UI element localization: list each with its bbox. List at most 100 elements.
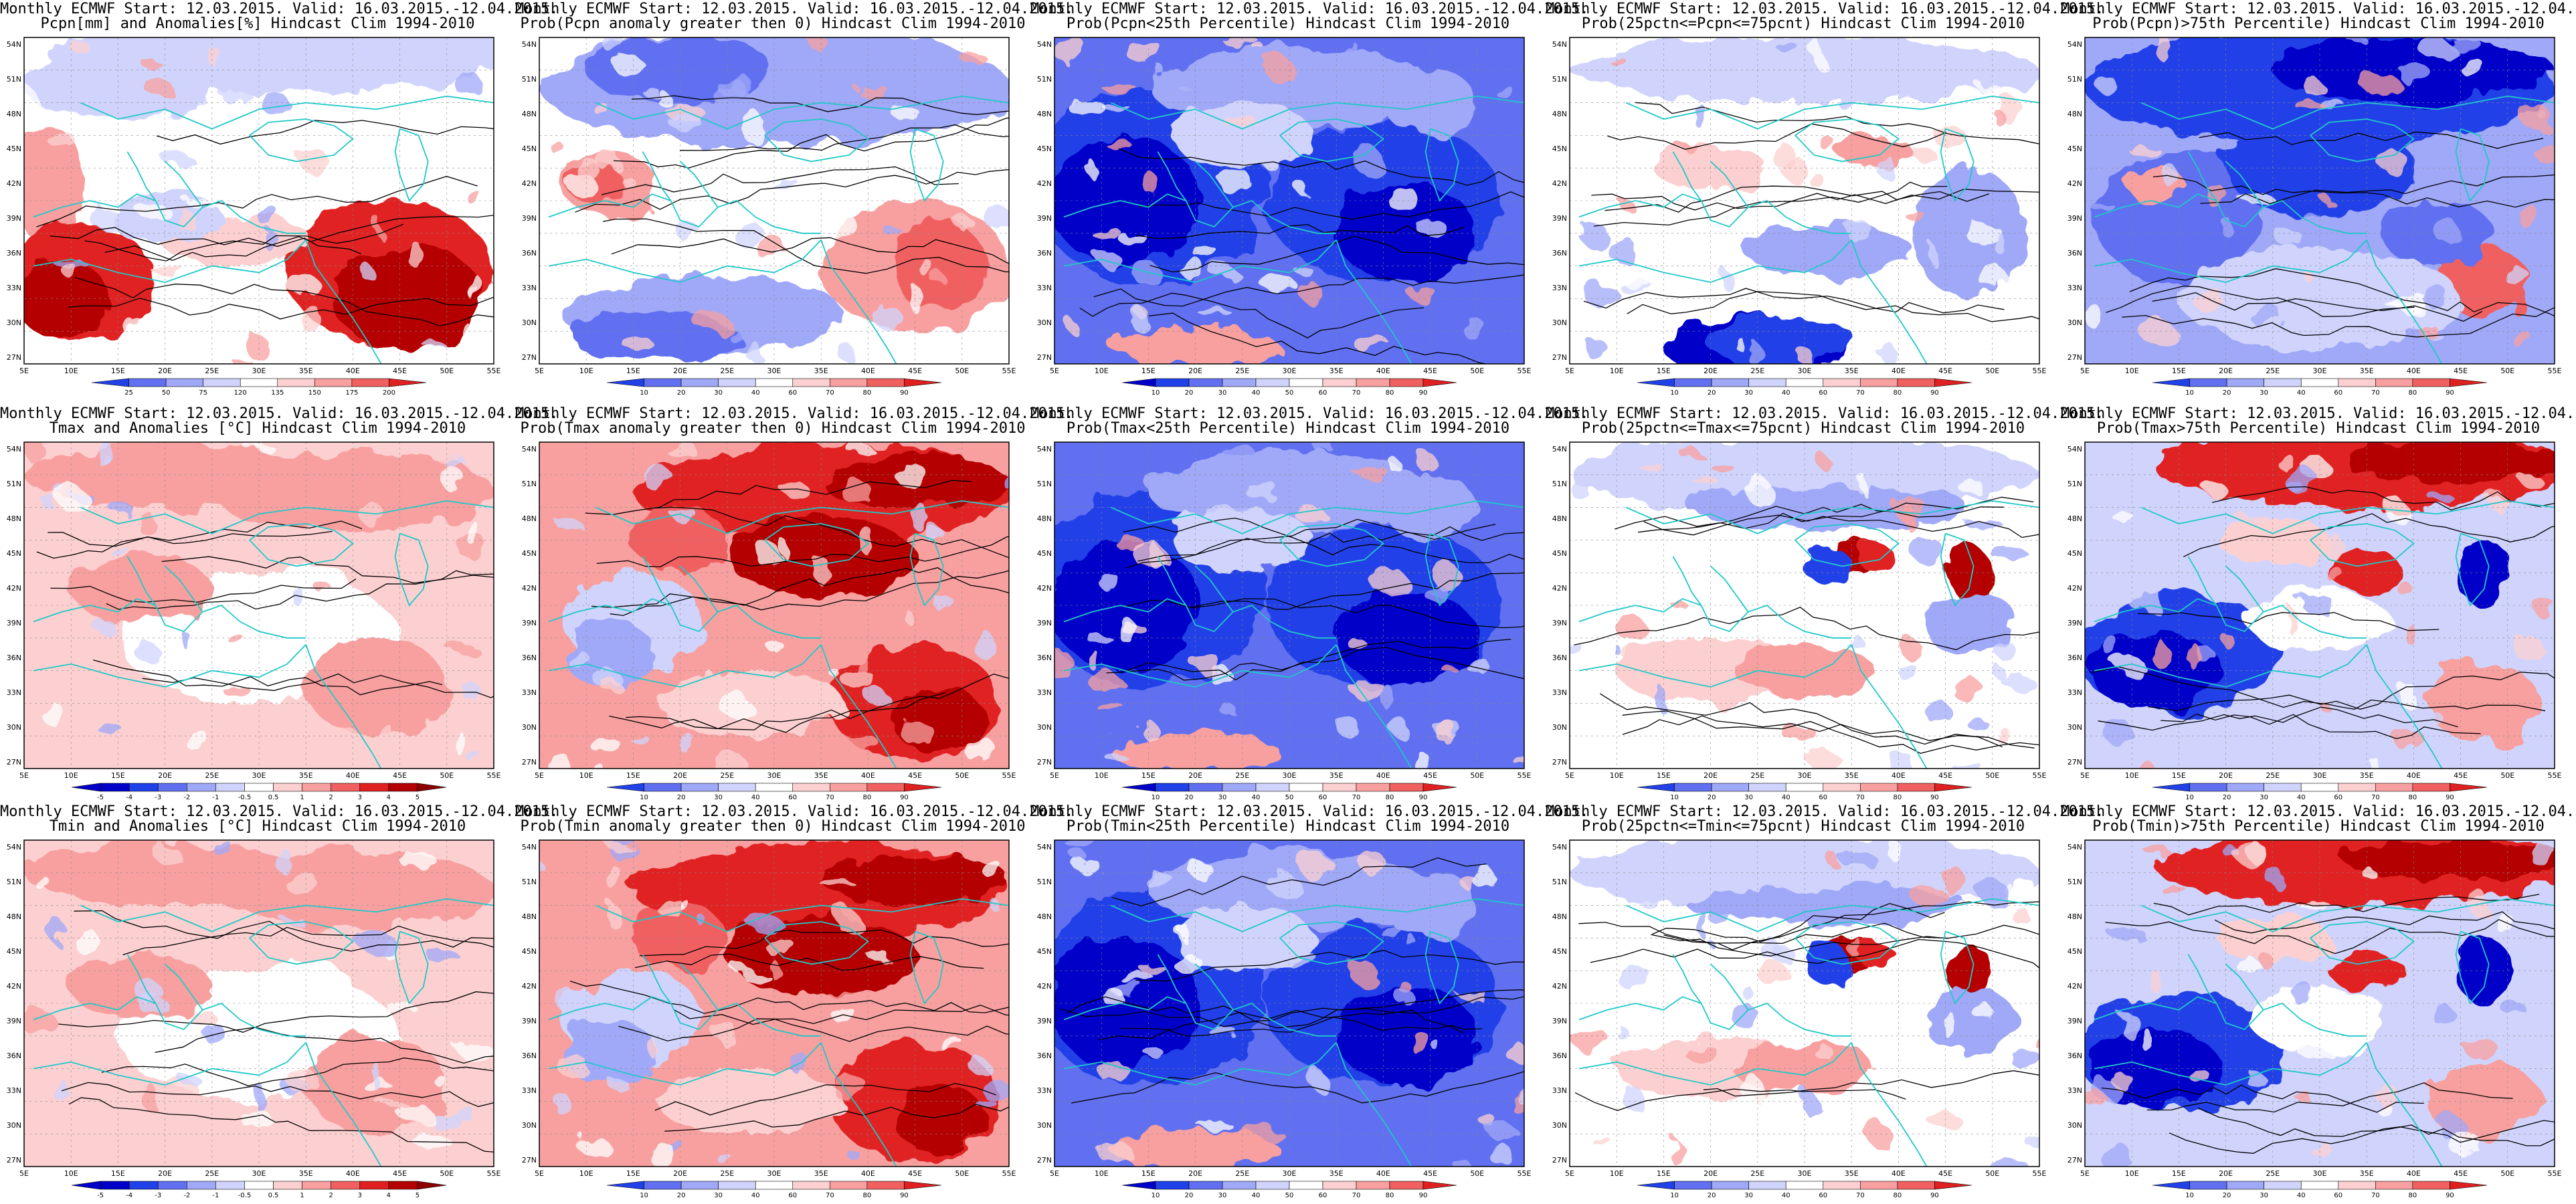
anomaly-speckle	[861, 529, 877, 557]
colorbar-tick-label: 30	[714, 389, 723, 397]
longitude-label: 20E	[1188, 367, 1202, 375]
contour-line	[1652, 903, 1945, 942]
latitude-label: 48N	[2067, 912, 2082, 921]
contour-line	[2212, 486, 2555, 511]
anomaly-speckle	[2368, 755, 2379, 769]
contour-line	[104, 215, 494, 261]
longitude-label: 10E	[2125, 1169, 2139, 1178]
anomaly-field	[259, 961, 353, 1013]
contour-line	[58, 991, 494, 1033]
longitude-label: 5E	[535, 771, 544, 780]
longitude-label: 45E	[908, 367, 922, 375]
anomaly-speckle	[2490, 492, 2506, 511]
anomaly-speckle	[1096, 252, 1121, 266]
colorbar-swatch	[1823, 783, 1861, 792]
longitude-label: 35E	[1845, 367, 1859, 375]
anomaly-speckle	[240, 1109, 272, 1129]
contour-line	[2091, 666, 2546, 712]
anomaly-speckle	[329, 452, 358, 472]
latitude-label: 39N	[1037, 214, 1052, 223]
colorbar-tick-label: 70	[826, 794, 834, 801]
colorbar-swatch	[1748, 378, 1786, 387]
anomaly-speckle	[1099, 575, 1123, 591]
anomaly-speckle	[24, 88, 39, 114]
anomaly-speckle	[2094, 74, 2115, 91]
colorbar-tick-label: 20	[1708, 794, 1716, 801]
anomaly-speckle	[442, 471, 468, 493]
anomaly-speckle	[1509, 754, 1524, 761]
colorbar-tick-label: 10	[640, 389, 648, 397]
colorbar-tick-label: 70	[2371, 1192, 2380, 1199]
contour-line	[603, 218, 1009, 274]
colorbar-swatch	[1934, 783, 1972, 792]
colorbar-swatch	[187, 783, 216, 792]
colorbar-swatch	[606, 378, 644, 387]
anomaly-speckle	[1263, 276, 1297, 296]
longitude-label: 35E	[299, 1169, 313, 1178]
colorbar-tick-label: 60	[2334, 1192, 2342, 1199]
anomaly-speckle	[2503, 266, 2528, 285]
colorbar-swatch	[1255, 378, 1290, 387]
anomaly-speckle	[2422, 706, 2440, 730]
anomaly-speckle	[1433, 1043, 1444, 1053]
colorbar-swatch	[1155, 783, 1190, 792]
longitude-label: 50E	[1470, 1169, 1484, 1178]
anomaly-speckle	[143, 60, 163, 70]
anomaly-speckle	[622, 177, 636, 188]
anomaly-speckle	[205, 840, 230, 848]
coastline	[1157, 954, 1187, 1004]
anomaly-speckle	[2320, 537, 2349, 563]
anomaly-speckle	[305, 347, 329, 364]
colorbar-swatch	[866, 1181, 905, 1190]
colorbar-tick-label: -1	[212, 794, 219, 801]
colorbar-tick-label: 80	[1386, 1192, 1394, 1199]
anomaly-speckle	[2330, 566, 2342, 587]
colorbar-tick-label: 10	[1152, 794, 1160, 801]
colorbar-tick-label: 10	[2185, 794, 2194, 801]
colorbar-tick-label: 30	[1744, 794, 1753, 801]
anomaly-speckle	[628, 734, 650, 742]
colorbar-swatch	[2412, 1181, 2450, 1190]
anomaly-speckle	[1432, 563, 1461, 590]
colorbar-swatch	[904, 783, 942, 792]
anomaly-speckle	[2326, 668, 2347, 685]
colorbar-swatch	[1356, 378, 1390, 387]
latitude-label: 48N	[7, 912, 21, 921]
longitude-label: 45E	[393, 771, 407, 780]
anomaly-speckle	[549, 138, 561, 153]
contour-line	[1578, 922, 1950, 944]
contour-line	[1123, 517, 1524, 564]
panel-subtitle: Prob(25pctn<=Tmin<=75pcnt) Hindcast Clim…	[1581, 818, 2025, 835]
anomaly-speckle	[1127, 41, 1165, 66]
anomaly-speckle	[1616, 966, 1653, 990]
anomaly-speckle	[1696, 480, 1721, 488]
colorbar-tick-label: 30	[2260, 1192, 2268, 1199]
anomaly-speckle	[1099, 706, 1127, 714]
colorbar-swatch	[792, 783, 830, 792]
anomaly-speckle	[2139, 320, 2176, 344]
colorbar-swatch	[203, 378, 241, 387]
latitude-label: 48N	[1552, 912, 1567, 921]
anomaly-field	[1945, 546, 1993, 599]
anomaly-speckle	[1507, 1045, 1524, 1065]
latitude-label: 54N	[2067, 843, 2082, 851]
latitude-label: 39N	[2067, 1017, 2082, 1025]
contour-line	[2106, 286, 2415, 317]
longitude-label: 40E	[1376, 367, 1390, 375]
anomaly-speckle	[1808, 749, 1841, 769]
anomaly-speckle	[90, 613, 109, 631]
panel-title: Monthly ECMWF Start: 12.03.2015. Valid: …	[2061, 1, 2576, 17]
longitude-label: 50E	[440, 1169, 454, 1178]
anomaly-speckle	[1370, 567, 1407, 595]
contour-line	[1590, 938, 2039, 969]
latitude-label: 39N	[1037, 1017, 1052, 1025]
anomaly-speckle	[1570, 475, 1598, 498]
panel-subtitle: Prob(Pcpn<25th Percentile) Hindcast Clim…	[1066, 15, 1510, 32]
latitude-label: 39N	[7, 619, 21, 627]
contour-line	[679, 124, 1009, 151]
colorbar-swatch	[1637, 378, 1675, 387]
anomaly-speckle	[373, 1064, 383, 1092]
anomaly-speckle	[734, 967, 765, 977]
anomaly-speckle	[838, 480, 872, 500]
anomaly-speckle	[422, 340, 445, 349]
